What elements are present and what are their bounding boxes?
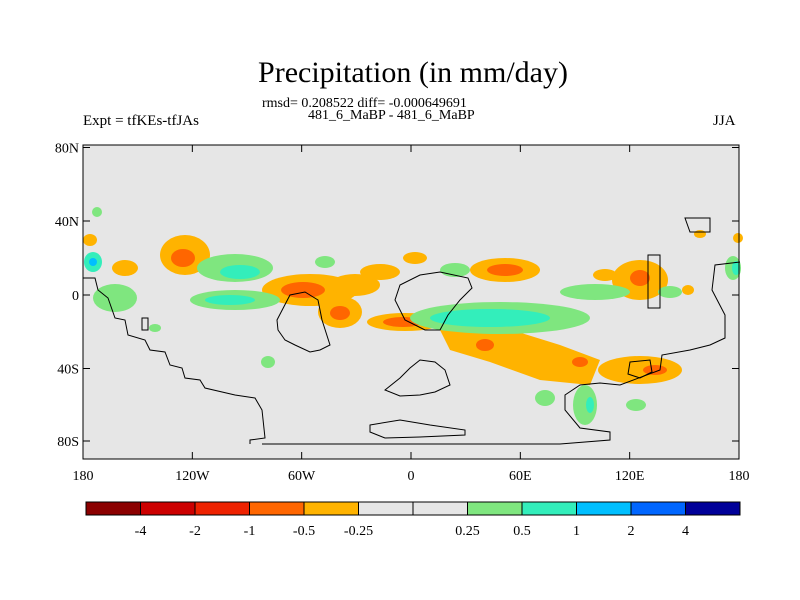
anomaly-wet bbox=[93, 284, 137, 312]
anomaly-wet bbox=[658, 286, 682, 298]
coastlines bbox=[83, 217, 741, 445]
colorbar-swatch bbox=[412, 501, 468, 516]
anomaly-dry bbox=[360, 264, 400, 280]
colorbar-swatch bbox=[303, 501, 359, 516]
map-background bbox=[83, 145, 739, 459]
colorbar-label: -1 bbox=[244, 524, 256, 539]
anomaly-wet-strong bbox=[430, 309, 550, 327]
colorbar-label: -4 bbox=[135, 524, 147, 539]
colorbar-label: -2 bbox=[189, 524, 201, 539]
anomaly-wet-strong bbox=[586, 397, 594, 413]
cases-text: 481_6_MaBP - 481_6_MaBP bbox=[308, 108, 475, 123]
colorbar-swatch bbox=[358, 501, 414, 516]
anomaly-dry-strong bbox=[281, 282, 325, 298]
anomaly-wet-strong bbox=[205, 295, 255, 305]
colorbar-swatch bbox=[140, 501, 196, 516]
colorbar-swatch bbox=[85, 501, 141, 516]
colorbar-label: 0.5 bbox=[513, 524, 531, 539]
plot-title: Precipitation (in mm/day) bbox=[258, 56, 568, 89]
colorbar: -4 -2 -1 -0.5 -0.25 0.25 0.5 1 2 4 bbox=[85, 501, 741, 539]
lon-tick-label: 60E bbox=[509, 469, 532, 484]
anomaly-dry bbox=[330, 274, 380, 296]
coastline bbox=[141, 317, 149, 331]
anomaly-wet bbox=[261, 356, 275, 368]
anomaly-dry bbox=[598, 356, 682, 384]
coastline bbox=[647, 254, 661, 309]
coastline bbox=[262, 261, 741, 445]
lon-tick-label: 60W bbox=[288, 469, 316, 484]
lat-tick-label: 80S bbox=[57, 435, 79, 450]
colorbar-label: 2 bbox=[628, 524, 635, 539]
anomaly-wet bbox=[315, 256, 335, 268]
experiment-label: Expt = tfKEs-tfJAs bbox=[83, 113, 199, 129]
lat-tick-label: 40N bbox=[55, 215, 79, 230]
colorbar-swatch bbox=[685, 501, 741, 516]
longitude-axis: 180 120W 60W 0 60E 120E 180 bbox=[73, 145, 750, 484]
colorbar-swatch bbox=[467, 501, 523, 516]
colorbar-swatch bbox=[630, 501, 686, 516]
anomaly-wet bbox=[560, 284, 630, 300]
anomaly-dry-strong bbox=[330, 306, 350, 320]
anomaly-wet-strong bbox=[220, 265, 260, 279]
anomaly-wet bbox=[92, 207, 102, 217]
anomaly-dry-strong bbox=[643, 365, 667, 375]
anomaly-dry bbox=[733, 233, 743, 243]
lon-tick-label: 120E bbox=[615, 469, 645, 484]
coastline bbox=[83, 277, 266, 444]
coastline bbox=[684, 217, 711, 233]
colorbar-swatch bbox=[521, 501, 577, 516]
anomaly-dry-strong bbox=[171, 249, 195, 267]
coastline bbox=[276, 291, 331, 353]
anomaly-dry bbox=[682, 285, 694, 295]
coastline bbox=[627, 359, 653, 379]
latitude-axis: 80N 40N 0 40S 80S bbox=[55, 142, 739, 450]
anomaly-wet bbox=[535, 390, 555, 406]
anomaly-wet bbox=[626, 399, 646, 411]
anomaly-dry bbox=[403, 252, 427, 264]
season-label: JJA bbox=[713, 113, 736, 129]
anomaly-dry-strong bbox=[630, 270, 650, 286]
colorbar-swatch bbox=[576, 501, 632, 516]
anomaly-wet-strong bbox=[732, 261, 740, 275]
lat-tick-label: 0 bbox=[72, 289, 79, 304]
stats-text: rmsd= 0.208522 diff= -0.000649691 bbox=[262, 96, 467, 111]
colorbar-label: -0.25 bbox=[344, 524, 373, 539]
anomaly-wet-stronger bbox=[89, 258, 97, 266]
colorbar-label: 1 bbox=[573, 524, 580, 539]
coastline bbox=[369, 419, 466, 439]
anomaly-dry bbox=[694, 230, 706, 238]
anomaly-dry-strong bbox=[476, 339, 494, 351]
coastline bbox=[384, 359, 451, 397]
lat-tick-label: 80N bbox=[55, 142, 79, 157]
colorbar-label: 4 bbox=[682, 524, 689, 539]
anomaly-contours bbox=[83, 207, 743, 425]
anomaly-dry-strong bbox=[487, 264, 523, 276]
colorbar-label: 0.25 bbox=[455, 524, 480, 539]
colorbar-label: -0.5 bbox=[293, 524, 315, 539]
anomaly-dry-strong bbox=[572, 357, 588, 367]
lon-tick-label: 180 bbox=[729, 469, 750, 484]
colorbar-swatch bbox=[194, 501, 250, 516]
lat-tick-label: 40S bbox=[57, 363, 79, 378]
lon-tick-label: 0 bbox=[408, 469, 415, 484]
coastline bbox=[394, 271, 473, 331]
lon-tick-label: 180 bbox=[73, 469, 94, 484]
anomaly-wet bbox=[573, 385, 597, 425]
anomaly-dry bbox=[112, 260, 138, 276]
anomaly-dry bbox=[83, 234, 97, 246]
anomaly-dry bbox=[593, 269, 617, 281]
colorbar-swatch bbox=[249, 501, 305, 516]
lon-tick-label: 120W bbox=[175, 469, 210, 484]
anomaly-wet bbox=[149, 324, 161, 332]
